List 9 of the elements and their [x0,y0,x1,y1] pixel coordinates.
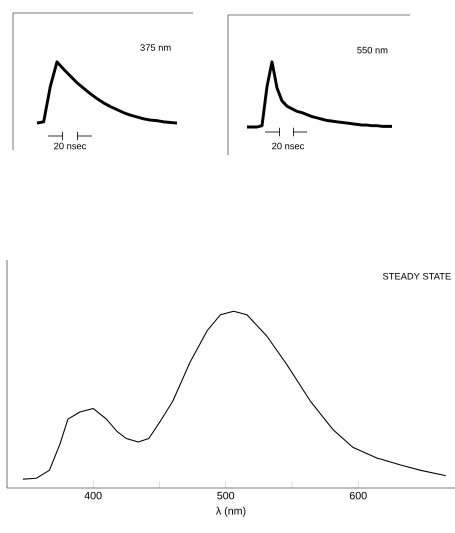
chart-title: STEADY STATE [382,272,451,280]
x-axis-title: λ (nm) [216,506,246,517]
text: 20 nsec [54,142,86,150]
chart-title: 375 nm [140,44,171,51]
x-tick-label: 600 [350,492,367,500]
text: 20 nsec [272,142,304,150]
chart-title: 550 nm [357,46,388,54]
x-tick-label: 500 [217,492,234,500]
x-tick-label: 400 [84,492,102,500]
